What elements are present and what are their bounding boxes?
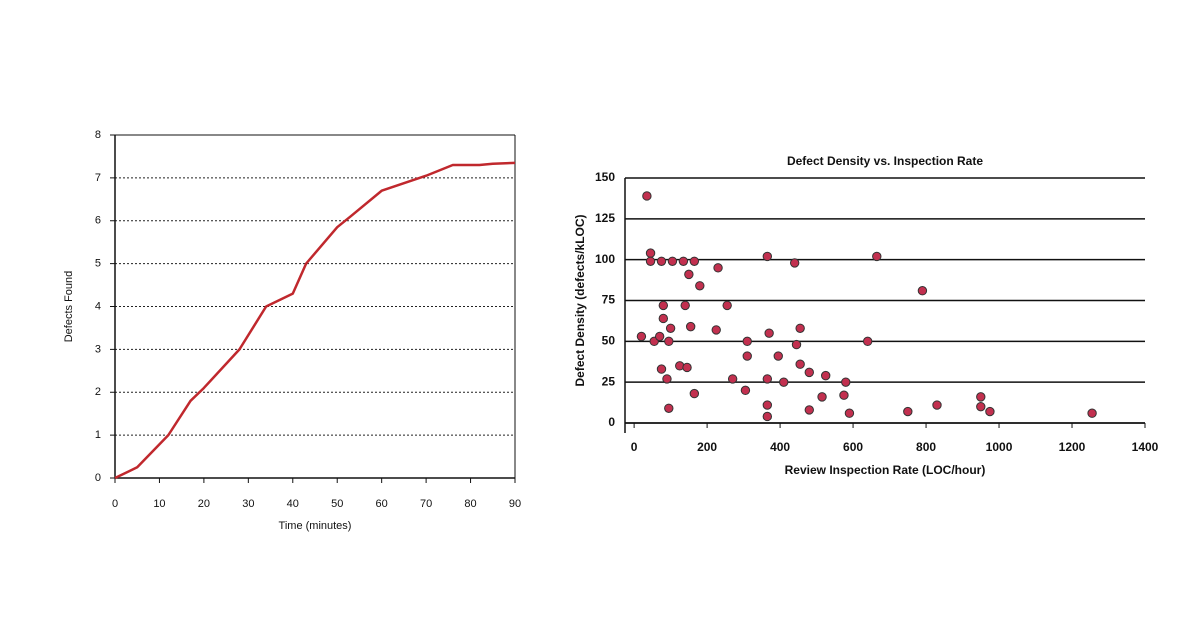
y-tick-label: 1	[95, 429, 101, 441]
point	[656, 364, 667, 374]
y-tick-label: 8	[95, 129, 101, 141]
y-tick-label: 50	[602, 334, 616, 348]
point	[762, 400, 773, 410]
x-tick-label: 60	[376, 498, 388, 510]
point	[680, 300, 690, 311]
x-tick-label: 1000	[986, 440, 1013, 454]
point	[932, 400, 942, 410]
point	[917, 286, 928, 296]
y-axis-label: Defect Density (defects/kLOC)	[573, 214, 587, 386]
y-axis-label: Defects Found	[63, 271, 75, 343]
point	[804, 405, 814, 415]
x-tick-label: 1200	[1059, 440, 1086, 454]
y-tick-label: 0	[608, 415, 615, 429]
point	[662, 374, 672, 384]
y-tick-label: 75	[602, 293, 616, 307]
y-tick-label: 7	[95, 172, 101, 184]
line	[114, 161, 516, 480]
point	[722, 300, 732, 311]
point	[976, 401, 986, 412]
y-tick-label: 125	[595, 211, 615, 225]
point	[685, 321, 696, 332]
x-axis-label: Review Inspection Rate (LOC/hour)	[785, 463, 986, 477]
y-tick-label: 6	[95, 215, 101, 227]
point	[664, 336, 674, 347]
x-tick-label: 1400	[1132, 440, 1159, 454]
y-tick-label: 5	[95, 258, 101, 270]
point	[667, 256, 678, 266]
point	[862, 336, 873, 347]
y-tick-label: 4	[95, 300, 101, 312]
point	[773, 351, 783, 361]
point	[658, 313, 669, 324]
x-tick-label: 200	[697, 440, 717, 454]
point	[791, 339, 802, 350]
chart-title: Defect Density vs. Inspection Rate	[787, 154, 983, 168]
point	[664, 403, 674, 413]
point	[636, 331, 647, 342]
x-tick-label: 0	[631, 440, 638, 454]
point	[789, 258, 800, 268]
y-tick-label: 3	[95, 343, 101, 355]
x-tick-label: 0	[112, 498, 118, 510]
point	[762, 251, 773, 262]
point	[804, 367, 814, 378]
x-tick-label: 50	[331, 498, 343, 510]
point	[985, 406, 995, 417]
point	[727, 374, 738, 384]
point	[795, 323, 805, 333]
point	[645, 248, 656, 258]
point	[713, 263, 723, 273]
point	[742, 351, 752, 361]
point	[711, 325, 721, 335]
chart: Defect Density vs. Inspection Rate 0 25 50 7…	[573, 154, 1158, 477]
point	[682, 362, 692, 373]
point	[764, 328, 774, 338]
x-axis-label: Time (minutes)	[279, 520, 352, 532]
y-tick-label: 100	[595, 252, 615, 266]
x-tick-label: 70	[420, 498, 432, 510]
point	[689, 388, 700, 399]
x-tick-label: 800	[916, 440, 936, 454]
x-tick-label: 30	[242, 498, 254, 510]
point	[645, 256, 656, 266]
point	[742, 336, 752, 347]
point	[654, 331, 665, 342]
point	[762, 411, 773, 422]
y-tick-label: 25	[602, 374, 616, 388]
y-tick-label: 2	[95, 386, 101, 398]
point	[642, 191, 652, 201]
x-tick-label: 10	[153, 498, 165, 510]
x-tick-label: 40	[287, 498, 299, 510]
point	[795, 359, 805, 369]
point	[976, 392, 986, 402]
x-tick-label: 600	[843, 440, 863, 454]
point	[841, 377, 851, 387]
point	[684, 269, 694, 280]
x-tick-label: 20	[198, 498, 210, 510]
point	[762, 374, 773, 384]
point	[658, 300, 669, 311]
x-tick-label: 90	[509, 498, 521, 510]
point	[839, 390, 849, 400]
point	[844, 408, 855, 418]
point	[689, 256, 700, 266]
point	[665, 323, 676, 333]
x-tick-label: 400	[770, 440, 790, 454]
point	[740, 385, 751, 396]
point	[903, 406, 913, 417]
point	[821, 370, 831, 381]
y-tick-label: 150	[595, 170, 615, 184]
point	[1087, 408, 1097, 418]
point	[656, 256, 667, 266]
point	[678, 256, 689, 266]
point	[817, 392, 827, 402]
point	[695, 281, 705, 291]
x-tick-label: 80	[464, 498, 476, 510]
point	[779, 377, 789, 387]
y-tick-label: 0	[95, 472, 101, 484]
point	[872, 251, 882, 262]
